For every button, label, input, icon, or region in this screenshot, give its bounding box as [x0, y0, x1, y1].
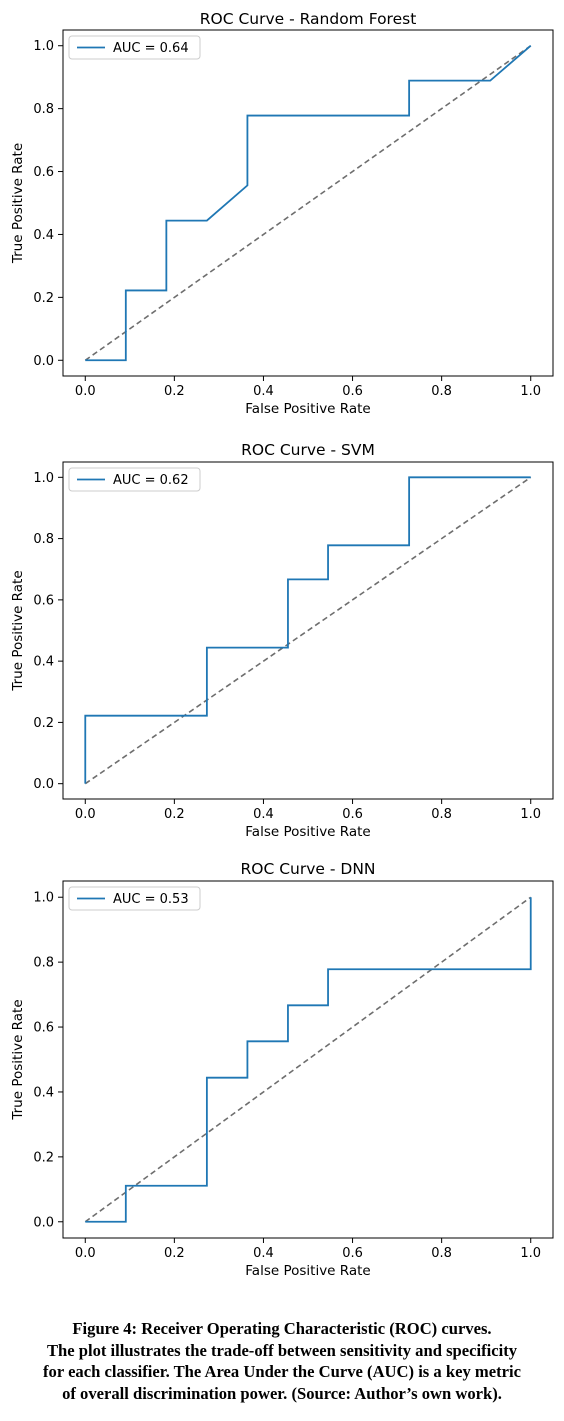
chart-title: ROC Curve - SVM	[241, 441, 375, 459]
y-tick-label: 0.4	[33, 1085, 54, 1100]
caption-line: of overall discrimination power. (Source…	[62, 1383, 502, 1403]
x-tick-label: 0.2	[164, 807, 185, 822]
x-tick-label: 0.6	[342, 1246, 363, 1261]
x-tick-label: 0.4	[253, 1246, 274, 1261]
x-tick-label: 1.0	[520, 1246, 541, 1261]
x-tick-label: 0.8	[431, 384, 452, 399]
y-tick-label: 0.2	[33, 291, 54, 306]
chart-panel-random-forest: ROC Curve - Random Forest 0.0 0.2 0.4 0.6 0.8…	[0, 0, 564, 420]
baseline-diagonal-line	[84, 476, 532, 785]
y-tick-label: 0.6	[33, 1021, 54, 1036]
x-axis-label: False Positive Rate	[245, 824, 370, 840]
y-tick-label: 0.8	[33, 956, 54, 971]
baseline-diagonal-line	[84, 896, 532, 1223]
legend-label: AUC = 0.62	[113, 473, 189, 488]
y-tick-label: 0.6	[33, 593, 54, 608]
y-tick-label: 0.8	[33, 532, 54, 547]
y-axis-label: True Positive Rate	[10, 999, 26, 1120]
x-tick-label: 0.8	[431, 807, 452, 822]
x-tick-label: 0.0	[75, 807, 96, 822]
x-tick-label: 1.0	[520, 384, 541, 399]
y-tick-label: 0.6	[33, 165, 54, 180]
chart-title: ROC Curve - DNN	[240, 860, 375, 878]
y-tick-label: 0.8	[33, 102, 54, 117]
y-tick-label: 0.0	[33, 354, 54, 369]
x-axis-label: False Positive Rate	[245, 1263, 370, 1279]
legend-box	[68, 886, 201, 911]
y-tick-label: 0.2	[33, 716, 54, 731]
y-tick-label: 0.4	[33, 655, 54, 670]
chart-panel-dnn: ROC Curve - DNN 0.0 0.2 0.4 0.6 0.8 1.0 0.0 0.2 0…	[0, 852, 564, 1292]
roc-curve-line	[85, 897, 532, 1223]
caption-line: The plot illustrates the trade-off betwe…	[46, 1340, 518, 1360]
y-axis-label: True Positive Rate	[10, 570, 26, 691]
chart-panel-svm: ROC Curve - SVM 0.0 0.2 0.4 0.6 0.8 1.0 0.0 0.2 0…	[0, 432, 564, 842]
x-tick-label: 0.6	[342, 384, 363, 399]
legend-box	[68, 35, 201, 60]
roc-chart-svm: ROC Curve - SVM 0.0 0.2 0.4 0.6 0.8 1.0 0.0 0.2 0…	[10, 441, 554, 840]
chart-title: ROC Curve - Random Forest	[200, 10, 417, 28]
x-tick-label: 0.6	[342, 807, 363, 822]
roc-curve-line	[85, 45, 532, 362]
legend-box	[68, 467, 201, 492]
x-axis-label: False Positive Rate	[245, 401, 370, 417]
baseline-diagonal-line	[84, 45, 532, 361]
x-tick-label: 0.2	[164, 1246, 185, 1261]
caption-line: for each classifier. The Area Under the …	[43, 1362, 521, 1381]
y-tick-label: 1.0	[33, 39, 54, 54]
plot-frame	[62, 461, 554, 800]
y-tick-label: 0.4	[33, 228, 54, 243]
x-tick-label: 0.4	[253, 807, 274, 822]
x-tick-label: 0.2	[164, 384, 185, 399]
x-tick-label: 1.0	[520, 807, 541, 822]
roc-chart-random-forest: ROC Curve - Random Forest 0.0 0.2 0.4 0.6 0.8…	[10, 10, 554, 417]
plot-frame	[62, 880, 554, 1239]
figure-caption: Figure 4: Receiver Operating Characteris…	[0, 1318, 564, 1404]
y-tick-label: 1.0	[33, 891, 54, 906]
y-axis-label: True Positive Rate	[10, 143, 26, 264]
x-tick-label: 0.8	[431, 1246, 452, 1261]
legend-label: AUC = 0.64	[113, 41, 189, 56]
y-tick-label: 0.2	[33, 1150, 54, 1165]
plot-frame	[62, 29, 554, 377]
roc-chart-dnn: ROC Curve - DNN 0.0 0.2 0.4 0.6 0.8 1.0 0.0 0.2 0…	[10, 860, 554, 1279]
x-tick-label: 0.0	[75, 384, 96, 399]
y-tick-label: 0.0	[33, 777, 54, 792]
y-tick-label: 0.0	[33, 1215, 54, 1230]
roc-curve-line	[84, 476, 531, 784]
x-tick-label: 0.0	[75, 1246, 96, 1261]
y-tick-label: 1.0	[33, 471, 54, 486]
x-tick-label: 0.4	[253, 384, 274, 399]
caption-line: Figure 4: Receiver Operating Characteris…	[72, 1319, 492, 1338]
legend-label: AUC = 0.53	[113, 892, 189, 907]
